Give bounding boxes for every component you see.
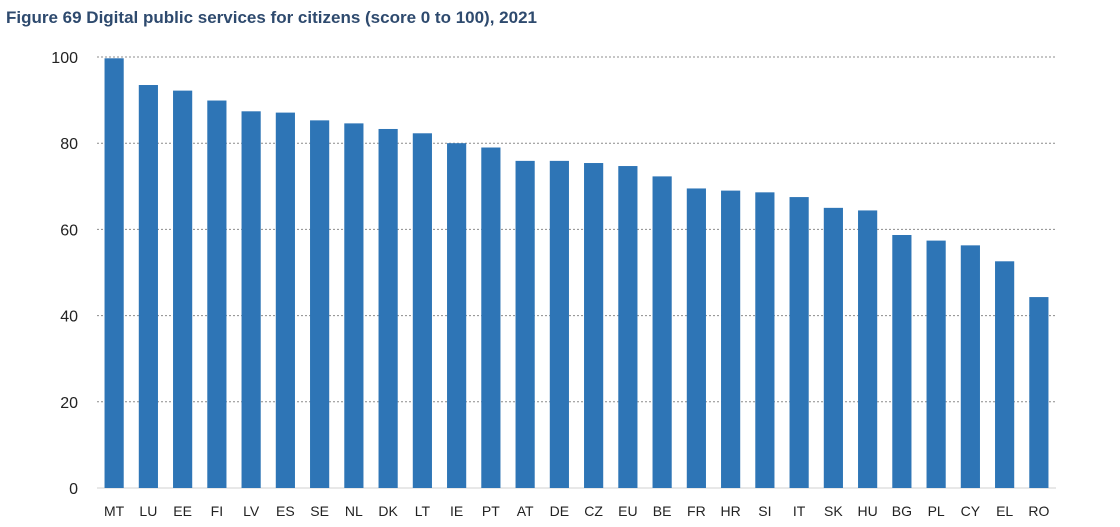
bar-SE [310, 120, 330, 489]
chart-title: Figure 69 Digital public services for ci… [6, 8, 537, 27]
bar-FI [207, 100, 227, 488]
x-tick-label-SI: SI [758, 503, 771, 519]
bar-LV [241, 111, 261, 488]
bar-CZ [584, 163, 604, 488]
bars [104, 58, 1049, 489]
bar-FR [686, 188, 706, 488]
x-tick-label-ES: ES [276, 503, 295, 519]
bar-MT [104, 58, 124, 488]
bar-NL [344, 123, 364, 489]
y-tick-label: 60 [60, 222, 78, 239]
x-tick-label-BE: BE [653, 503, 672, 519]
bar-DK [378, 128, 398, 489]
bar-CY [960, 245, 980, 488]
x-axis-ticks: MT LU EE FI LV ES SE NL DK LT IE PT AT DE CZ EU BE FR HR SI… [104, 503, 1049, 519]
x-tick-label-DE: DE [550, 503, 569, 519]
x-tick-label-LU: LU [139, 503, 157, 519]
x-tick-label-EL: EL [996, 503, 1013, 519]
y-tick-label: 100 [51, 50, 78, 67]
bar-SK [823, 207, 843, 488]
x-tick-label-SE: SE [310, 503, 329, 519]
x-tick-label-SK: SK [824, 503, 843, 519]
x-tick-label-BG: BG [892, 503, 912, 519]
gridlines [97, 56, 1056, 489]
bar-EE [173, 90, 193, 489]
x-tick-label-PL: PL [928, 503, 945, 519]
x-tick-label-EU: EU [618, 503, 637, 519]
bar-LT [412, 133, 432, 489]
y-axis-ticks: 0 20 40 60 80 100 [51, 50, 78, 498]
y-tick-label: 20 [60, 395, 78, 412]
x-tick-label-LT: LT [415, 503, 431, 519]
y-tick-label: 40 [60, 309, 78, 326]
bar-HU [858, 210, 878, 488]
bar-LU [138, 85, 158, 488]
bar-BG [892, 235, 912, 488]
bar-RO [1029, 297, 1049, 488]
bar-IT [789, 197, 809, 488]
x-tick-label-FI: FI [211, 503, 223, 519]
bar-DE [549, 160, 569, 488]
x-tick-label-PT: PT [482, 503, 500, 519]
y-tick-label: 80 [60, 136, 78, 153]
y-tick-label: 0 [69, 481, 78, 498]
x-tick-label-NL: NL [345, 503, 363, 519]
bar-IE [447, 143, 467, 488]
x-tick-label-AT: AT [517, 503, 534, 519]
bar-AT [515, 160, 535, 488]
x-tick-label-IT: IT [793, 503, 806, 519]
bar-ES [275, 112, 295, 488]
x-tick-label-RO: RO [1028, 503, 1049, 519]
bar-BE [652, 176, 672, 488]
x-tick-label-DK: DK [378, 503, 398, 519]
x-tick-label-LV: LV [243, 503, 260, 519]
x-tick-label-HR: HR [721, 503, 741, 519]
x-tick-label-EE: EE [173, 503, 192, 519]
bar-EL [995, 261, 1015, 488]
bar-SI [755, 192, 775, 489]
bar-EU [618, 166, 638, 488]
x-tick-label-CZ: CZ [584, 503, 603, 519]
bar-PT [481, 147, 501, 488]
x-tick-label-CY: CY [961, 503, 981, 519]
x-tick-label-IE: IE [450, 503, 463, 519]
x-tick-label-FR: FR [687, 503, 706, 519]
x-tick-label-MT: MT [104, 503, 125, 519]
bar-PL [926, 240, 946, 488]
x-tick-label-HU: HU [858, 503, 878, 519]
bar-HR [721, 190, 741, 489]
